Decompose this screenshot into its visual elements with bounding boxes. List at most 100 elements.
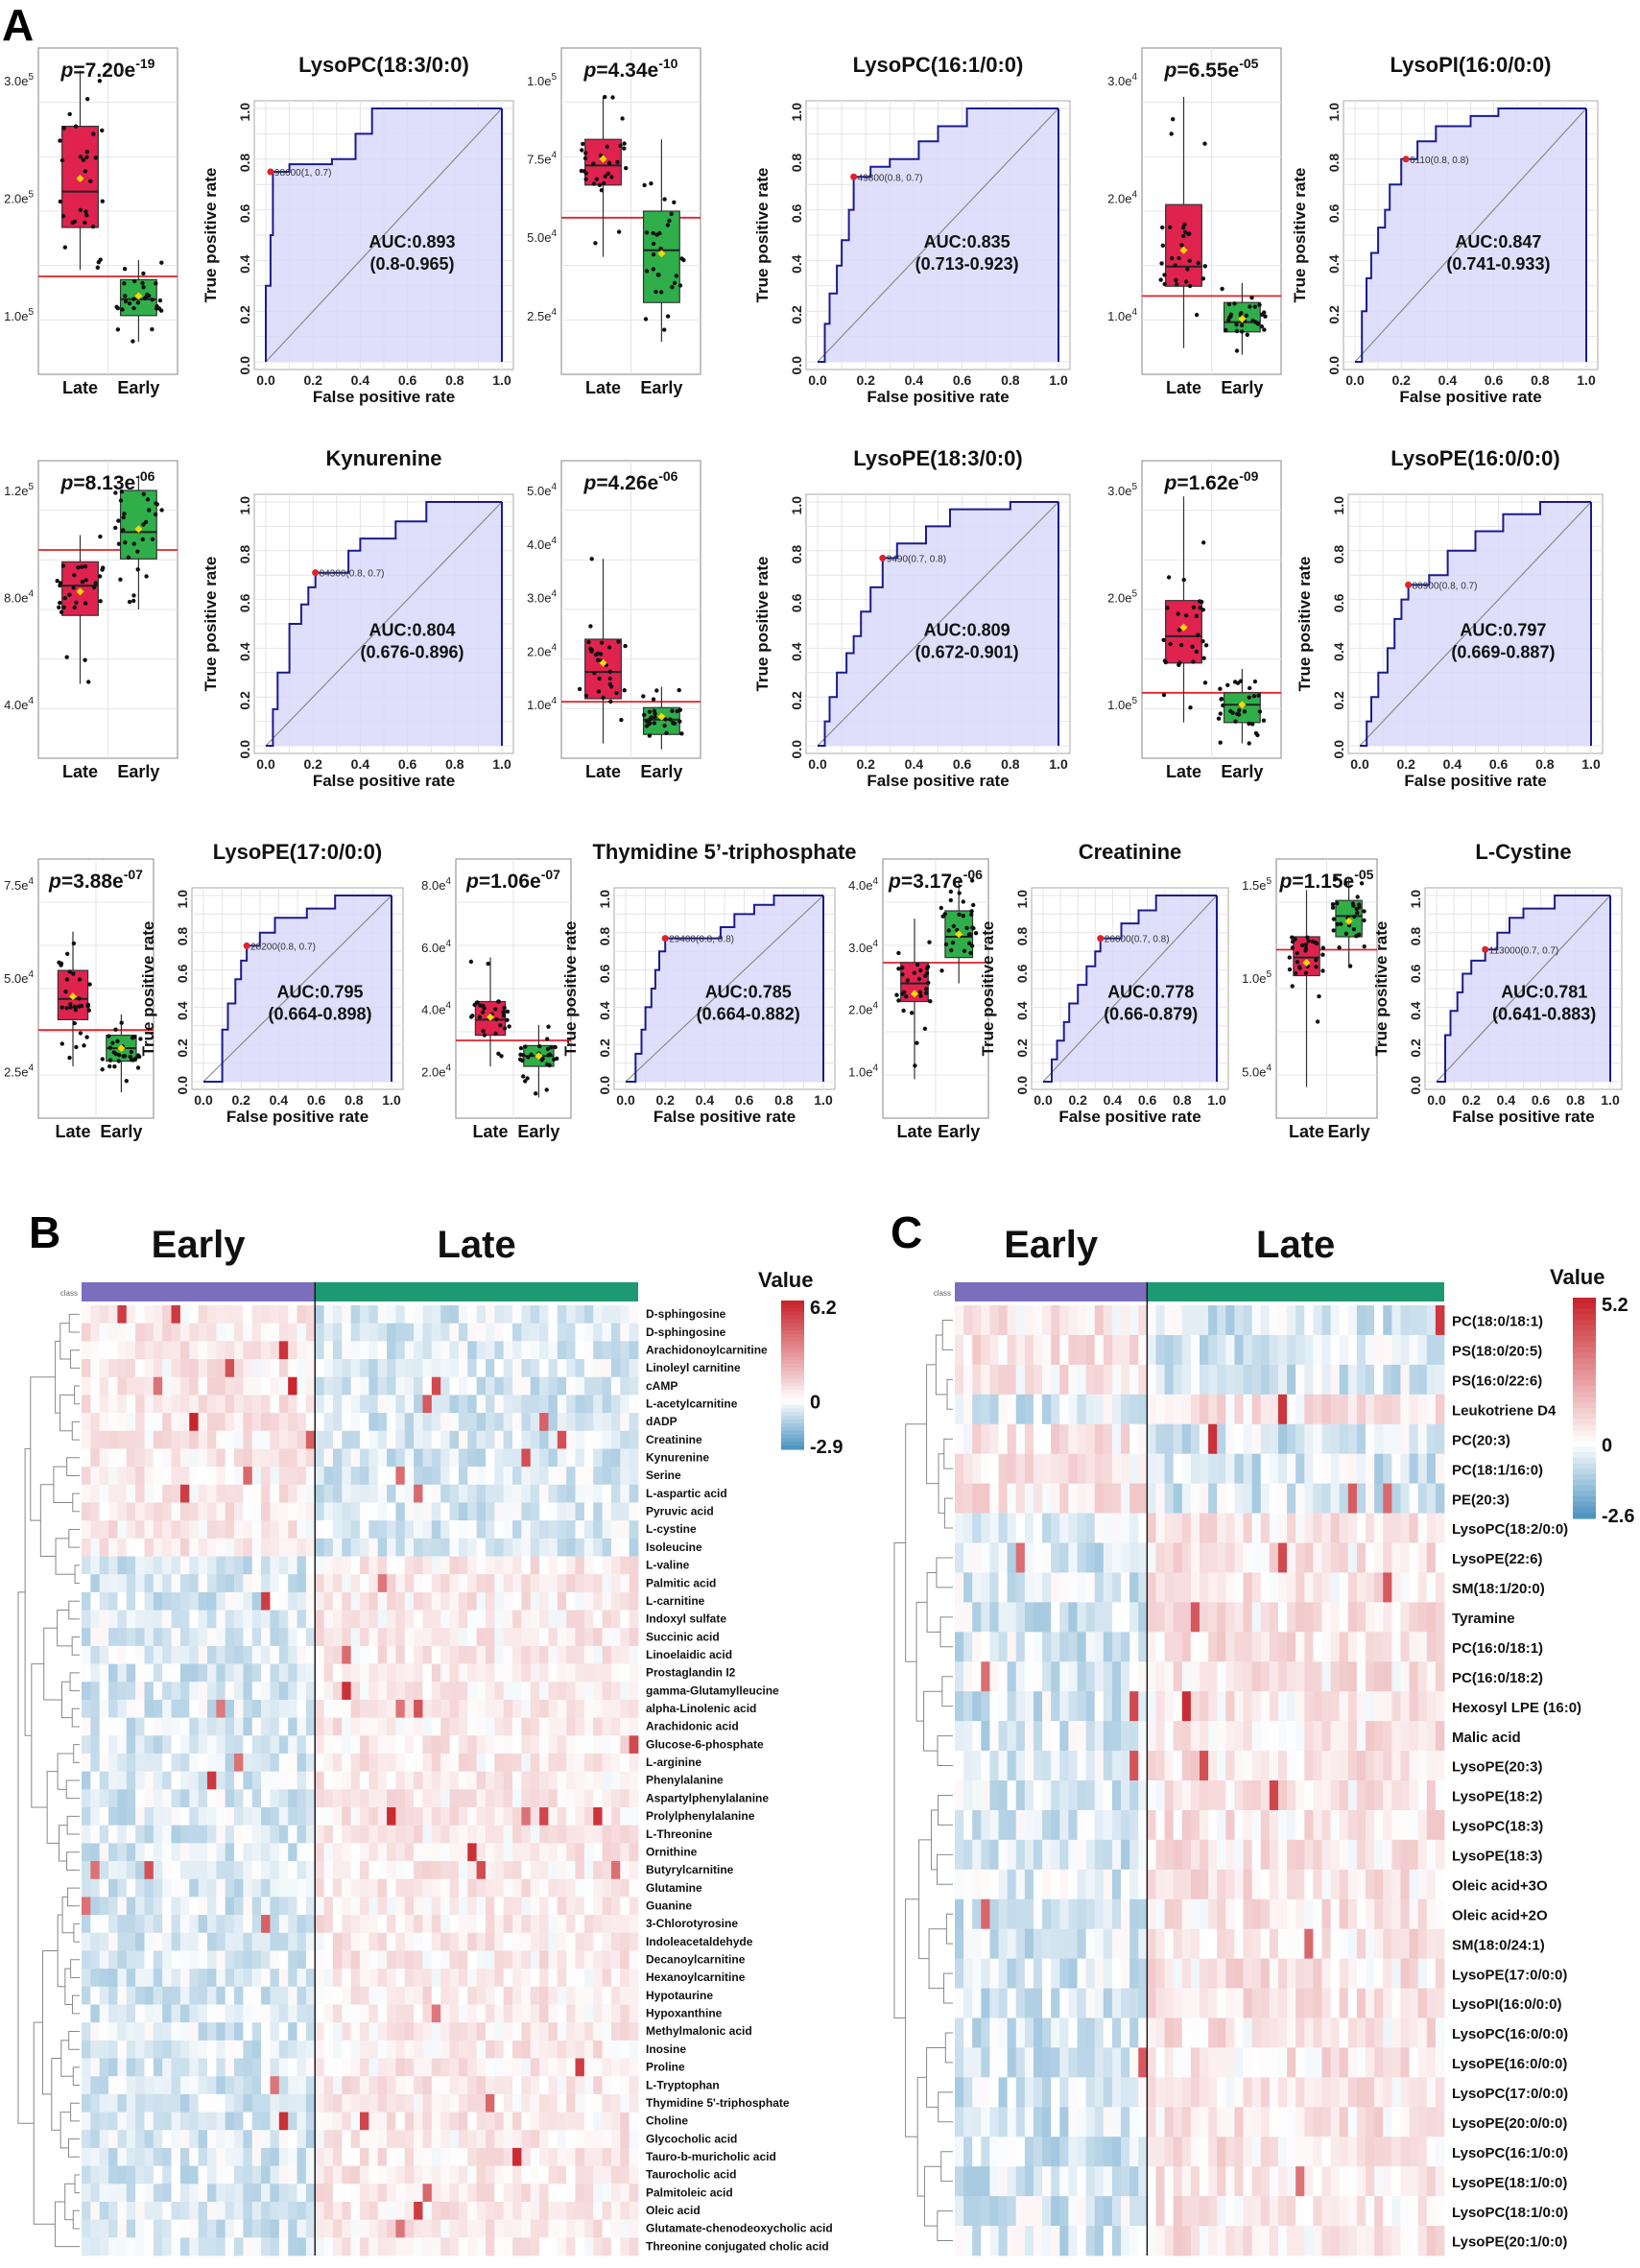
data-point xyxy=(943,942,949,947)
heatmap-cell xyxy=(503,1897,513,1916)
data-point xyxy=(480,1010,486,1015)
data-point xyxy=(76,565,81,570)
heatmap-cell xyxy=(602,1897,612,1916)
heatmap-cell xyxy=(332,2004,343,2023)
heatmap-cell xyxy=(261,1556,271,1575)
data-point xyxy=(1187,258,1192,263)
heatmap-cell xyxy=(404,2004,415,2023)
heatmap-cell xyxy=(449,2058,460,2077)
data-point xyxy=(968,950,973,956)
data-point xyxy=(135,549,140,554)
dendrogram-branch xyxy=(70,1349,80,1369)
heatmap-cell xyxy=(179,2130,190,2149)
heatmap-cell xyxy=(1217,1394,1226,1425)
heatmap-cell xyxy=(198,1663,208,1683)
heatmap-cell xyxy=(440,1323,450,1342)
data-point xyxy=(135,1065,141,1070)
heatmap-cell xyxy=(171,1341,181,1360)
heatmap-cell xyxy=(108,1448,118,1468)
data-point xyxy=(664,730,669,735)
heatmap-cell xyxy=(360,1825,369,1844)
heatmap-cell xyxy=(234,2147,244,2166)
heatmap-cell xyxy=(206,1969,217,1988)
heatmap-cell xyxy=(206,1986,217,2005)
data-point xyxy=(599,188,605,193)
heatmap-cell xyxy=(629,1843,639,1862)
auc-ci: (0.713-0.923) xyxy=(915,254,1019,274)
heatmap-cell xyxy=(234,1843,244,1862)
heatmap-cell xyxy=(539,1341,549,1360)
heatmap-cell xyxy=(243,1861,253,1880)
heatmap-cell xyxy=(620,1969,630,1988)
heatmap-cell xyxy=(467,1771,478,1790)
heatmap-cell xyxy=(315,2093,324,2113)
heatmap-cell xyxy=(955,1334,964,1366)
heatmap-cell xyxy=(512,2201,522,2221)
heatmap-cell xyxy=(243,1484,253,1503)
heatmap-cell xyxy=(610,2022,621,2041)
heatmap-cell xyxy=(126,2076,136,2095)
heatmap-cell xyxy=(135,1753,145,1773)
heatmap-cell xyxy=(449,1699,460,1719)
dendrogram-branch xyxy=(60,2040,74,2077)
heatmap-cell xyxy=(1260,1364,1271,1396)
heatmap-cell xyxy=(1155,1305,1165,1336)
data-point xyxy=(518,1045,524,1051)
heatmap-cell xyxy=(467,2130,478,2149)
legend-gradient-step xyxy=(781,1442,804,1446)
heatmap-cell xyxy=(189,1771,200,1790)
heatmap-cell xyxy=(557,1807,567,1826)
heatmap-cell xyxy=(126,1628,136,1647)
heatmap-cell xyxy=(548,1323,559,1342)
heatmap-cell xyxy=(440,1341,450,1360)
data-point xyxy=(592,671,597,676)
heatmap-cell xyxy=(503,2112,513,2131)
heatmap-cell xyxy=(82,2004,91,2023)
heatmap-cell xyxy=(342,1699,352,1719)
heatmap-cell xyxy=(198,1413,208,1432)
heatmap-cell xyxy=(360,1915,369,1934)
roc-curve xyxy=(1360,501,1591,747)
heatmap-cell xyxy=(512,1950,522,1970)
heatmap-cell xyxy=(144,1628,154,1647)
heatmap-cell xyxy=(566,1484,576,1503)
data-point xyxy=(616,639,621,644)
heatmap-cell xyxy=(1190,1394,1200,1425)
heatmap-cell xyxy=(144,2184,154,2203)
heatmap-cell xyxy=(1181,1334,1192,1366)
heatmap-cell xyxy=(476,1520,487,1540)
auc-value: AUC:0.835 xyxy=(924,232,1010,251)
data-point xyxy=(595,651,601,657)
heatmap-cell xyxy=(323,2004,334,2023)
heatmap-cell xyxy=(458,1341,468,1360)
data-point xyxy=(549,1045,554,1050)
heatmap-cell xyxy=(270,1395,280,1414)
heatmap-cell xyxy=(117,1986,128,2005)
cutoff-point xyxy=(1097,935,1105,943)
heatmap-cell xyxy=(179,1897,190,1916)
heatmap-cell xyxy=(135,1682,145,1701)
heatmap-cell xyxy=(512,2165,522,2184)
heatmap-cell xyxy=(476,2219,487,2238)
heatmap-cell xyxy=(422,2184,433,2203)
heatmap-cell xyxy=(583,2076,594,2095)
heatmap-cell xyxy=(360,1645,369,1664)
heatmap-cell xyxy=(206,1717,217,1736)
heatmap-cell xyxy=(126,1789,136,1808)
x-axis-title: False positive rate xyxy=(1058,1108,1200,1126)
heatmap-cell xyxy=(539,1699,549,1719)
heatmap-cell xyxy=(395,1323,406,1342)
heatmap-cell xyxy=(512,1663,522,1683)
chart-title: LysoPE(17:0/0:0) xyxy=(213,840,382,864)
heatmap-cell xyxy=(575,1305,585,1325)
heatmap-cell xyxy=(216,2076,226,2095)
heatmap-cell xyxy=(1173,1334,1183,1366)
heatmap-cell xyxy=(566,1628,576,1647)
heatmap-cell xyxy=(278,1682,289,1701)
dendrogram-branch xyxy=(68,2031,80,2050)
heatmap-cell xyxy=(332,1430,343,1449)
data-point xyxy=(1200,639,1205,644)
heatmap-cell xyxy=(1304,1305,1314,1336)
heatmap-cell xyxy=(575,1467,585,1486)
heatmap-cell xyxy=(467,1610,478,1629)
